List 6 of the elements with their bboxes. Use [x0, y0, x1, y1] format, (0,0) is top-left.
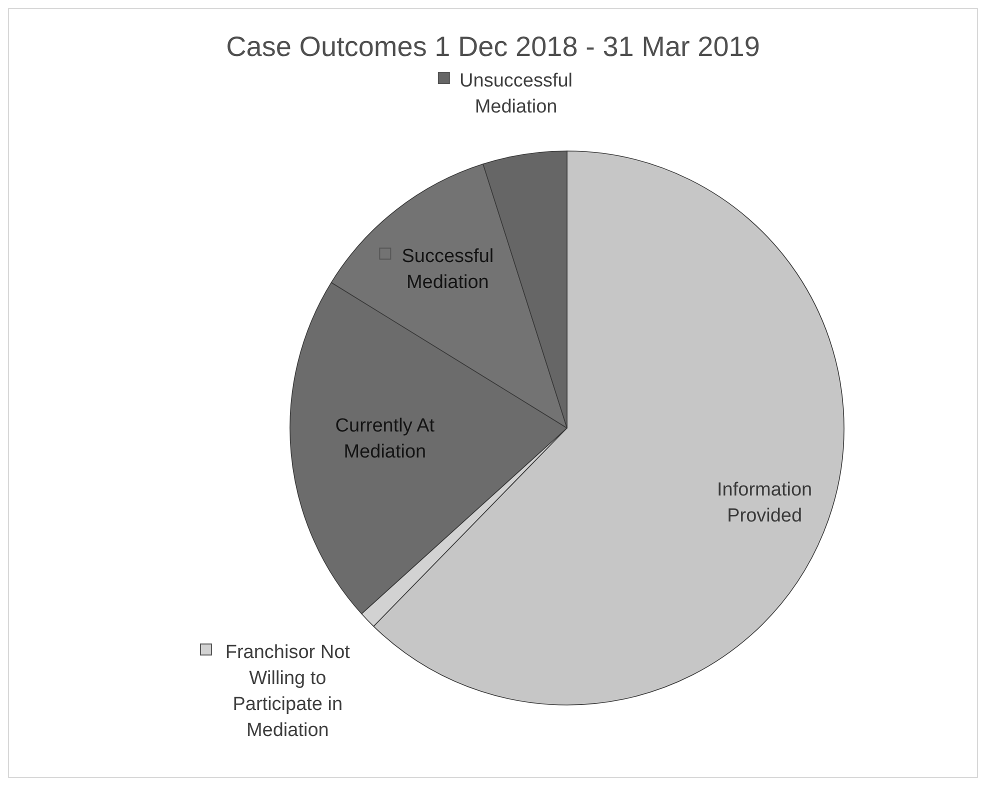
- legend-label: Unsuccessful Mediation: [460, 70, 573, 118]
- legend-label: Successful Mediation: [402, 246, 494, 294]
- legend-label: Franchisor Not Willing to Participate in Mediation: [225, 642, 351, 741]
- chart-title: Case Outcomes 1 Dec 2018 - 31 Mar 2019: [226, 31, 760, 62]
- slice-label: Information Provided: [717, 479, 812, 526]
- slice-label: Currently At Mediation: [335, 416, 436, 463]
